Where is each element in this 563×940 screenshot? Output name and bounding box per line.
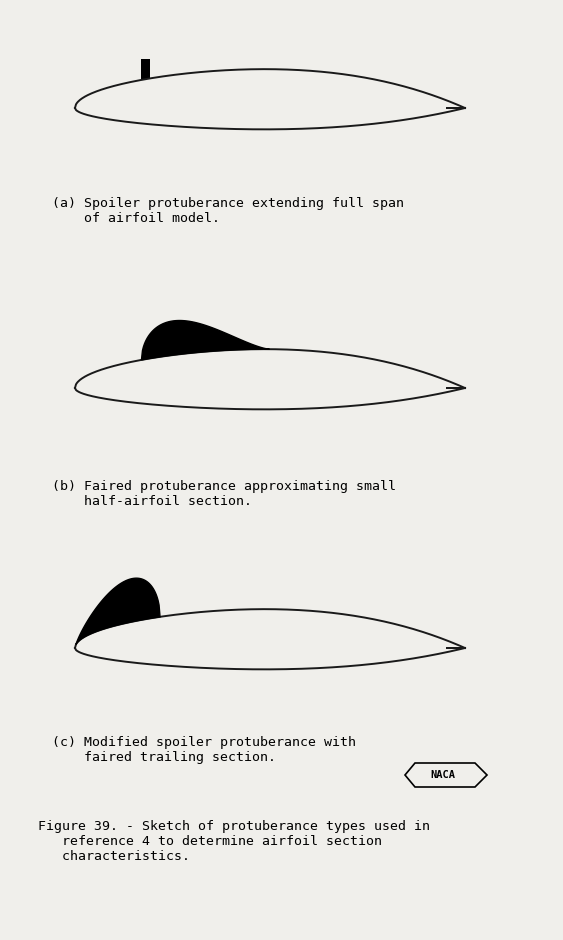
Text: (b) Faired protuberance approximating small
    half-airfoil section.: (b) Faired protuberance approximating sm… [52, 480, 396, 508]
Text: (c) Modified spoiler protuberance with
    faired trailing section.: (c) Modified spoiler protuberance with f… [52, 736, 356, 764]
Text: (a) Spoiler protuberance extending full span
    of airfoil model.: (a) Spoiler protuberance extending full … [52, 197, 404, 225]
Text: Figure 39. - Sketch of protuberance types used in
   reference 4 to determine ai: Figure 39. - Sketch of protuberance type… [38, 820, 430, 863]
Bar [141, 59, 150, 79]
Polygon shape [76, 578, 160, 645]
Text: NACA: NACA [431, 770, 455, 780]
Polygon shape [141, 321, 270, 360]
